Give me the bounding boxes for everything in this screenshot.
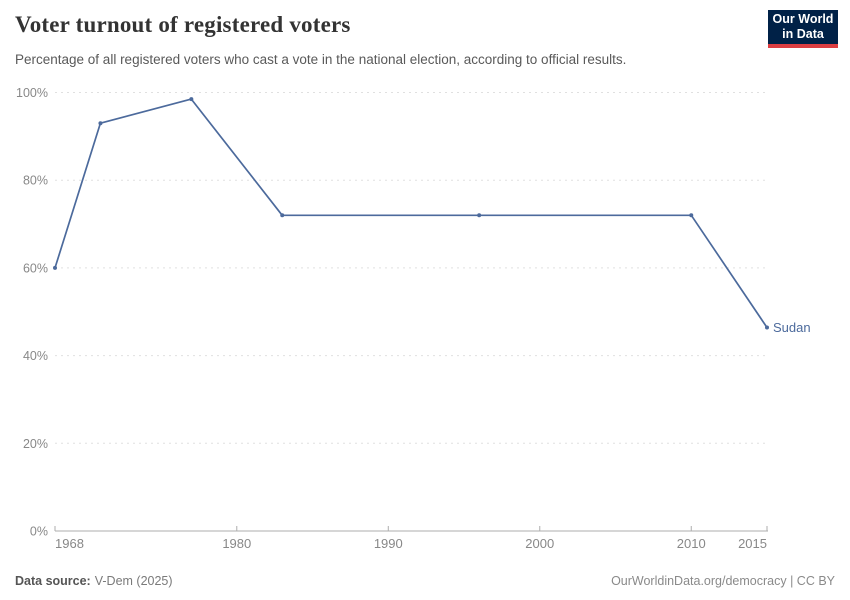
- y-tick-label-40: 40%: [23, 349, 48, 363]
- chart-title: Voter turnout of registered voters: [15, 12, 351, 37]
- y-tick-label-60: 60%: [23, 261, 48, 275]
- y-tick-label-0: 0%: [30, 525, 48, 539]
- data-point-sudan-1983[interactable]: [280, 213, 285, 218]
- x-tick-label-2010: 2010: [677, 536, 706, 551]
- x-tick-label-1980: 1980: [222, 536, 251, 551]
- series-line-sudan: [54, 98, 768, 329]
- data-point-sudan-2010[interactable]: [689, 213, 694, 218]
- x-tick-label-1968: 1968: [55, 536, 84, 551]
- data-point-sudan-1996[interactable]: [477, 213, 482, 218]
- data-point-sudan-1977[interactable]: [189, 97, 194, 102]
- y-tick-label-100: 100%: [16, 86, 48, 100]
- data-source-label: Data source:: [15, 574, 91, 588]
- chart-subtitle: Percentage of all registered voters who …: [15, 52, 627, 67]
- data-point-sudan-1971[interactable]: [98, 121, 103, 126]
- x-tick-label-2015: 2015: [738, 536, 767, 551]
- data-source: Data source: V-Dem (2025): [15, 574, 173, 588]
- chart-footer: Data source: V-Dem (2025) OurWorldinData.…: [15, 574, 835, 588]
- owid-logo-line2: in Data: [782, 27, 824, 41]
- data-source-value: V-Dem (2025): [94, 574, 173, 588]
- owid-logo[interactable]: Our World in Data: [768, 10, 838, 48]
- x-tick-label-2000: 2000: [525, 536, 554, 551]
- line-chart: 0% 20% 40% 60% 80% 100% 1968 1980 1990 2000 2010 20…: [16, 86, 811, 551]
- y-tick-label-80: 80%: [23, 174, 48, 188]
- entity-label-sudan[interactable]: Sudan: [773, 320, 811, 335]
- y-tick-label-20: 20%: [23, 437, 48, 451]
- owid-logo-line1: Our World: [772, 12, 834, 26]
- credit-line[interactable]: OurWorldinData.org/democracy | CC BY: [611, 574, 835, 588]
- x-tick-label-1990: 1990: [374, 536, 403, 551]
- data-point-sudan-1968[interactable]: [53, 265, 57, 270]
- data-point-sudan-2015[interactable]: [765, 325, 769, 330]
